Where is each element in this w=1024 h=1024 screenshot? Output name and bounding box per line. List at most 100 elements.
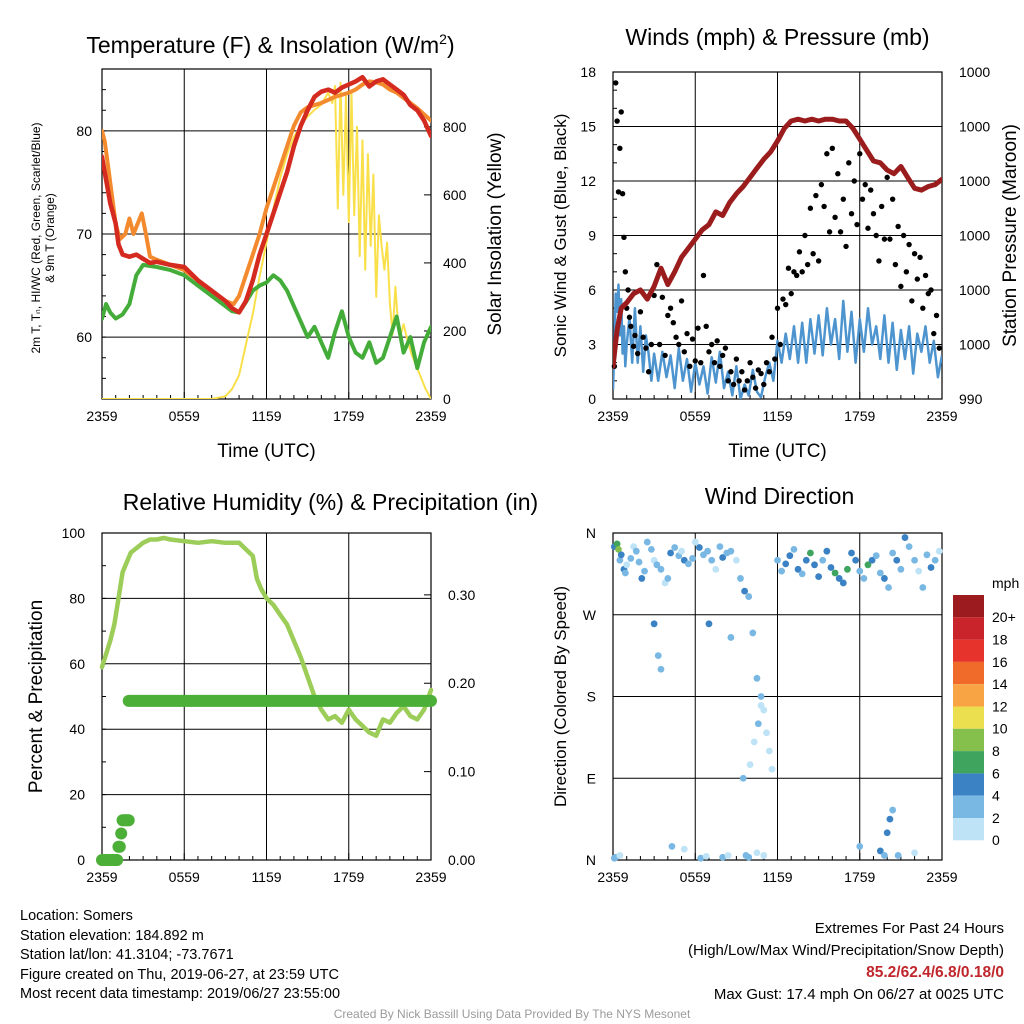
wdir-point xyxy=(827,564,835,571)
temp-ylabel-line2: & 9m T (Orange) xyxy=(43,193,57,283)
wdir-point xyxy=(760,852,768,859)
precip-point xyxy=(122,814,135,827)
precip-point xyxy=(111,854,124,866)
gust-point xyxy=(648,341,655,348)
temp-ytick-label: 80 xyxy=(76,123,92,139)
legend-label: 2 xyxy=(992,810,1000,826)
wdir-point xyxy=(668,842,676,850)
gust-point xyxy=(821,203,827,210)
gust-point xyxy=(936,345,942,351)
wdir-point xyxy=(647,545,655,553)
gust-point xyxy=(709,341,715,348)
wdir-point xyxy=(876,847,884,855)
legend-label: 10 xyxy=(992,721,1008,737)
wdir-point xyxy=(835,575,843,582)
rh-xtick-label: 0559 xyxy=(169,869,200,885)
wdir-point xyxy=(653,561,661,569)
legend-label: 20+ xyxy=(992,609,1016,625)
wdir-point xyxy=(901,534,909,541)
wdir-point xyxy=(745,853,753,861)
gust-point xyxy=(810,250,816,257)
legend-label: 12 xyxy=(992,698,1008,714)
wdir-point xyxy=(650,620,658,628)
wdir-point xyxy=(716,543,724,551)
rh-ytick-label: 0 xyxy=(77,852,85,868)
wdir-point xyxy=(893,556,901,564)
legend-swatch xyxy=(953,706,984,729)
wdir-point xyxy=(881,575,888,582)
wdir-point xyxy=(727,547,735,555)
wdir-point xyxy=(911,849,918,857)
precip-point xyxy=(113,840,126,853)
gust-point xyxy=(832,214,838,221)
wdir-point xyxy=(667,549,674,557)
wind-y2tick-label: 1000 xyxy=(959,337,990,353)
temp-xtick-label: 2359 xyxy=(415,408,446,424)
wdir-point xyxy=(763,729,770,737)
precip-point xyxy=(115,827,128,840)
rh-line xyxy=(99,535,434,738)
rh-title: Relative Humidity (%) & Precipitation (i… xyxy=(123,489,538,515)
wdir-point xyxy=(802,556,810,564)
legend-label: 18 xyxy=(992,631,1008,647)
gust-point xyxy=(722,345,729,351)
wdir-point xyxy=(712,565,720,573)
gust-point xyxy=(868,187,874,193)
wdir-point xyxy=(632,547,640,555)
extremes-panel: Extremes For Past 24 Hours (High/Low/Max… xyxy=(688,918,1004,1006)
wind-xlabel: Time (UTC) xyxy=(728,441,827,462)
wdir-xtick-label: 1759 xyxy=(844,869,875,885)
wdir-point xyxy=(774,556,781,564)
legend-swatch xyxy=(953,617,984,640)
created-text: Figure created on Thu, 2019-06-27, at 23… xyxy=(20,966,339,983)
wdir-point xyxy=(657,665,665,673)
wind-title: Winds (mph) & Pressure (mb) xyxy=(625,24,929,50)
wdir-point xyxy=(786,552,794,560)
temp-ytick-label: 60 xyxy=(76,329,92,345)
credit-text: Created By Nick Bassill Using Data Provi… xyxy=(333,1007,691,1021)
temp-ytick-label: 70 xyxy=(76,226,92,242)
extremes-values: 85.2/62.4/6.8/0.18/0 xyxy=(866,964,1004,981)
gust-point xyxy=(881,236,888,242)
rh-ytick-label: 60 xyxy=(69,656,85,672)
wdir-title: Wind Direction xyxy=(705,483,855,509)
gust-point xyxy=(898,283,904,290)
rh-panel: 2359 0559 1159 1759 23590204060801000.000.10… xyxy=(62,525,476,885)
gust-point xyxy=(835,171,841,177)
gust-point xyxy=(618,109,624,115)
gust-point xyxy=(717,363,723,369)
rh-ylabel: Percent & Precipitation xyxy=(26,600,47,793)
gust-point xyxy=(678,298,685,304)
rh-ytick-label: 20 xyxy=(69,787,85,803)
wdir-point xyxy=(680,845,688,853)
wdir-point xyxy=(724,852,732,859)
wdir-xtick-label: 2359 xyxy=(926,869,957,885)
wind-ylabel: Sonic Wind & Gust (Blue, Black) xyxy=(551,114,570,358)
temp-title: Temperature (F) & Insolation (W/m2) xyxy=(86,31,454,58)
wdir-point xyxy=(844,565,851,573)
gust-point xyxy=(659,294,666,300)
elevation-text: Station elevation: 184.892 m xyxy=(20,927,204,944)
station-info: Location: Somers Station elevation: 184.… xyxy=(20,907,340,1005)
wdir-point xyxy=(702,852,710,860)
temp-xtick-label: 1159 xyxy=(251,408,281,424)
gust-point xyxy=(840,196,846,202)
temp-ylabel-line1: 2m T, Tₙ, HI/WC (Red, Green, Scarlet/Blu… xyxy=(29,122,43,353)
wdir-xtick-label: 1159 xyxy=(762,869,792,885)
gust-point xyxy=(700,272,707,279)
gust-point xyxy=(766,369,772,375)
gust-point xyxy=(887,236,893,242)
legend-label: 14 xyxy=(992,676,1008,692)
gust-point xyxy=(826,229,833,235)
gust-point xyxy=(774,305,781,311)
sonic-wind-line xyxy=(613,283,942,399)
wdir-point xyxy=(819,556,827,564)
recent-text: Most recent data timestamp: 2019/06/27 2… xyxy=(20,986,341,1003)
legend-swatch xyxy=(953,795,984,818)
gust-point xyxy=(725,378,731,384)
wdir-point xyxy=(689,555,696,562)
wdir-point xyxy=(883,829,891,837)
gust-point xyxy=(615,189,622,195)
temp-xtick-label: 0559 xyxy=(169,408,200,424)
